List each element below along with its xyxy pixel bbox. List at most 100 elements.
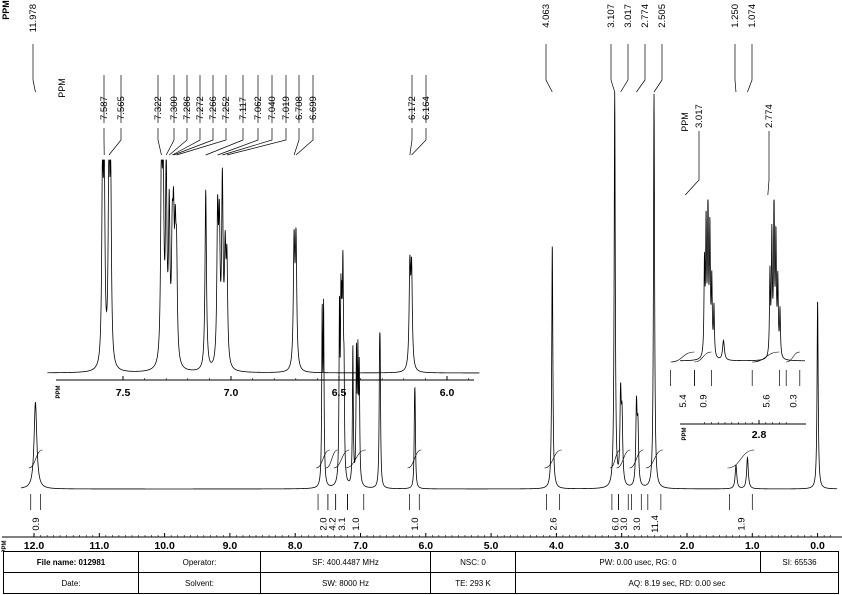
integral-curve	[727, 449, 755, 469]
main-peak-label-leader	[620, 44, 629, 93]
integral-value-label: 6.0	[611, 517, 622, 530]
aromatic-inset-tick-label: 7.0	[224, 387, 239, 399]
aliphatic-integral-curve	[752, 351, 780, 363]
acquisition-time-cell: AQ: 8.19 sec, RD: 0.00 sec	[515, 572, 839, 594]
aromatic-peak-label: 6.699	[308, 96, 319, 120]
aromatic-peak-label-leader	[157, 75, 162, 156]
integral-curve	[544, 449, 562, 469]
aromatic-peak-label-leader	[293, 75, 300, 156]
main-x-tick-label: 10.0	[154, 540, 175, 552]
main-x-tick-label: 8.0	[288, 540, 303, 552]
acquisition-parameters-table: File name: 012981 Operator: SF: 400.4487…	[3, 551, 839, 594]
integral-bracket	[546, 494, 561, 510]
spectrometer-frequency-cell: SF: 400.4487 MHz	[260, 551, 431, 573]
integral-bracket	[347, 494, 365, 510]
aromatic-peak-label: 7.322	[153, 96, 164, 120]
main-peak-label-leader	[545, 44, 553, 93]
aromatic-peak-label-leader	[409, 75, 413, 156]
integral-bracket	[631, 494, 642, 510]
integral-curve	[333, 449, 350, 469]
main-x-tick-label: 12.0	[24, 540, 45, 552]
aliphatic-integral-curve	[670, 351, 695, 363]
integral-curve	[345, 449, 366, 469]
main-peak-label-header: PPM	[1, 0, 11, 20]
integral-value-label: 3.0	[619, 517, 630, 530]
main-peak-label: 3.107	[606, 4, 617, 28]
aliphatic-inset-tick-label: 2.8	[752, 429, 767, 441]
aliphatic-peak-label-leader	[684, 131, 700, 196]
aromatic-peak-label: 7.587	[99, 96, 110, 120]
integral-bracket	[611, 494, 619, 510]
integral-value-label: 1.0	[410, 517, 421, 530]
integral-value-label: 11.4	[650, 515, 661, 533]
integral-bracket	[327, 494, 337, 510]
integral-curve	[629, 449, 644, 469]
aromatic-peak-label: 7.300	[169, 96, 180, 120]
main-peak-label-leader	[653, 44, 663, 93]
aromatic-peak-label: 7.040	[267, 96, 278, 120]
date-cell: Date:	[3, 572, 139, 594]
integral-bracket	[30, 494, 41, 510]
aromatic-peak-label-leader	[295, 75, 314, 156]
main-spectrum-trace	[20, 91, 838, 490]
operator-cell: Operator:	[138, 551, 261, 573]
integral-value-label: 2.0	[318, 517, 329, 530]
aromatic-peak-label-header: PPM	[57, 78, 67, 98]
integral-value-label: 4.2	[327, 517, 338, 530]
aromatic-peak-label: 7.252	[221, 96, 232, 120]
integral-bracket	[618, 494, 629, 510]
integral-curve	[609, 449, 621, 469]
main-x-tick-label: 6.0	[418, 540, 433, 552]
aliphatic-peak-label: 2.774	[764, 104, 775, 128]
aromatic-peak-label-leader	[172, 75, 201, 156]
pulse-width-cell: PW: 0.00 usec, RG: 0	[515, 551, 761, 573]
integral-curve	[407, 449, 422, 469]
main-peak-label: 1.250	[730, 4, 741, 28]
integral-curve	[645, 449, 663, 469]
integral-value-label: 2.6	[549, 517, 560, 530]
main-x-tick-label: 3.0	[614, 540, 629, 552]
main-peak-label: 11.978	[28, 4, 39, 32]
aromatic-peak-label: 6.172	[407, 96, 418, 120]
aromatic-inset-tick-label: 7.5	[116, 387, 131, 399]
aliphatic-integral-bracket	[785, 370, 801, 386]
aliphatic-integral-curve	[786, 351, 800, 363]
aromatic-inset-tick-label: 6.5	[332, 387, 347, 399]
aliphatic-integral-value-label: 5.4	[678, 394, 689, 407]
nmr-spectrum-plot: 12.0 11.0 10.0 9.0 8.0 7.0 6.0 5.0 4.0 3.0 2.0 1.0 0…	[1, 0, 842, 552]
aromatic-peak-label-leader	[168, 75, 188, 156]
main-x-tick-label: 5.0	[484, 540, 499, 552]
main-peak-label-leader	[734, 44, 737, 93]
main-peak-label: 3.017	[623, 4, 634, 28]
integral-curve	[616, 449, 631, 469]
aromatic-peak-label-leader	[222, 75, 273, 156]
aliphatic-integral-bracket	[751, 370, 780, 386]
main-x-tick-label: 7.0	[353, 540, 368, 552]
aliphatic-integral-value-label: 5.6	[761, 394, 772, 407]
integral-bracket	[317, 494, 329, 510]
aromatic-peak-label-leader	[411, 75, 427, 156]
main-x-tick-label: 11.0	[89, 540, 109, 552]
aliphatic-integral-bracket	[694, 370, 712, 386]
aromatic-peak-label: 6.164	[421, 96, 432, 120]
main-x-axis-label: PPM	[2, 540, 8, 552]
main-x-tick-label: 4.0	[549, 540, 564, 552]
aliphatic-integral-value-label: 0.9	[698, 394, 709, 407]
main-peak-label: 1.074	[747, 4, 758, 28]
main-x-tick-label: 2.0	[680, 540, 695, 552]
aromatic-peak-label: 7.117	[238, 97, 249, 120]
nsc-cell: NSC: 0	[430, 551, 516, 573]
aliphatic-peak-label: 3.017	[694, 104, 705, 128]
main-peak-label: 2.774	[640, 4, 651, 28]
integral-value-label: 1.9	[736, 517, 747, 530]
integral-value-label: 0.9	[31, 517, 42, 530]
solvent-cell: Solvent:	[138, 572, 261, 594]
temperature-cell: TE: 293 K	[430, 572, 516, 594]
main-peak-label-leader	[610, 44, 616, 93]
aromatic-peak-label: 7.565	[116, 96, 127, 120]
aliphatic-integral-curve	[694, 351, 712, 363]
integral-value-label: 1.0	[351, 517, 362, 530]
aromatic-peak-label-leader	[217, 75, 259, 156]
aliphatic-peak-label-header: PPM	[680, 112, 690, 132]
aromatic-peak-label-leader	[108, 75, 122, 156]
